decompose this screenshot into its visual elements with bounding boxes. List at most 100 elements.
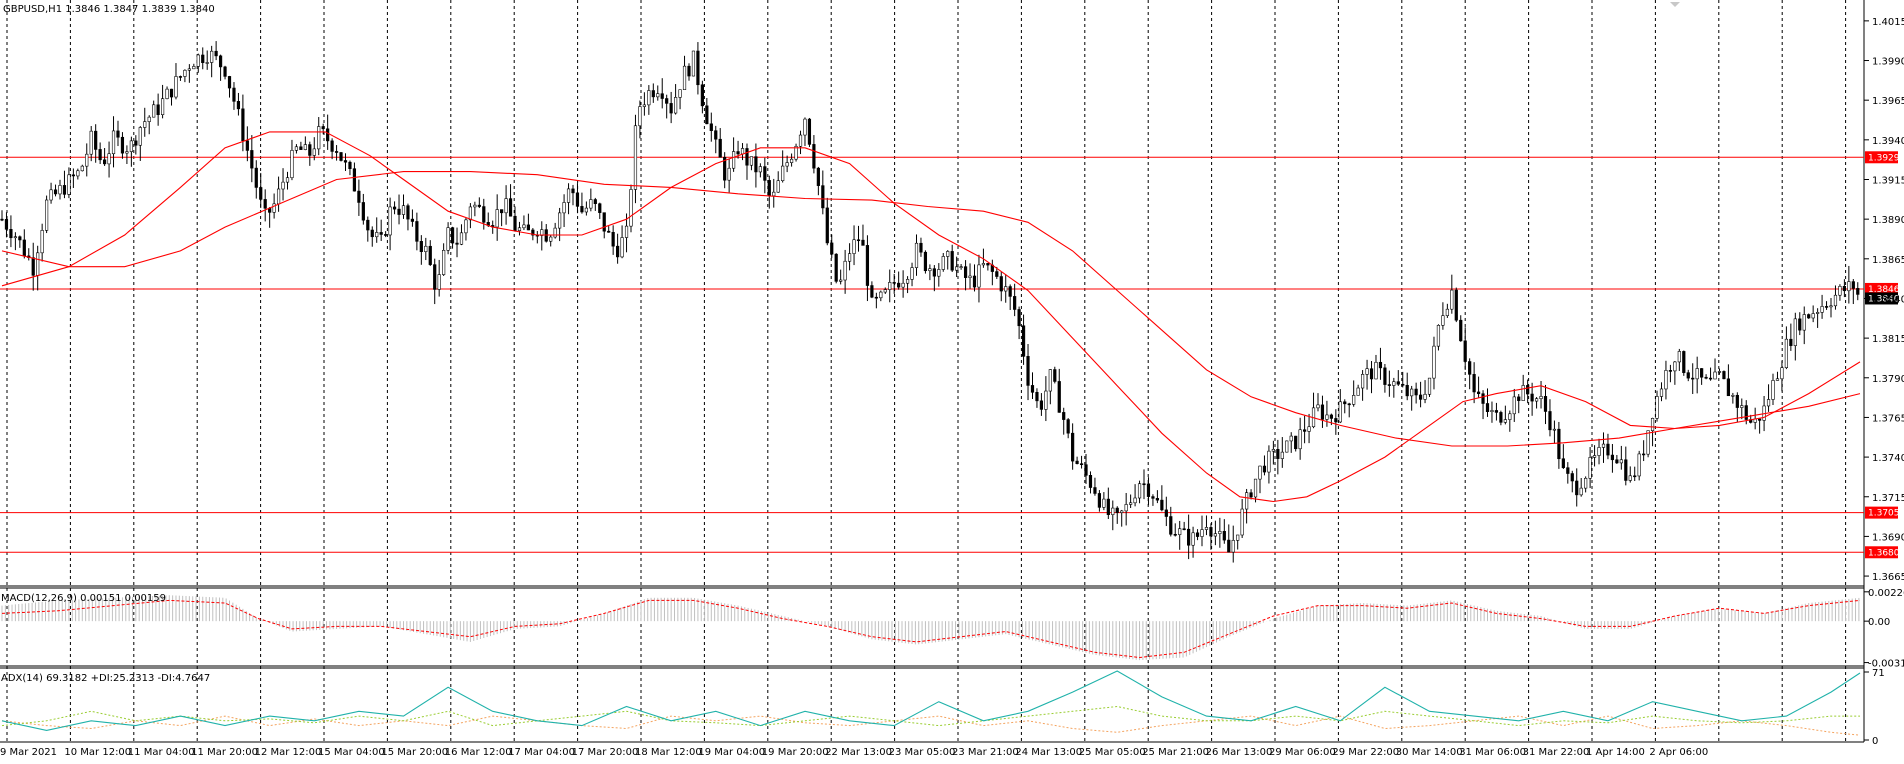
candle-body <box>1303 429 1307 432</box>
candle-body <box>326 128 330 142</box>
candle-body <box>950 251 954 271</box>
candle-body <box>250 150 254 169</box>
candle-body <box>1476 391 1481 395</box>
candle-body <box>1347 403 1351 406</box>
candle-body <box>1414 388 1418 396</box>
candle-body <box>531 229 535 236</box>
candle-body <box>1334 418 1338 423</box>
candle-body <box>901 282 905 288</box>
candle-body <box>905 279 910 284</box>
candle-body <box>339 152 343 161</box>
candle-body <box>152 104 156 118</box>
candle-body <box>1035 392 1039 402</box>
candle-body <box>1726 378 1731 397</box>
candle-body <box>1017 309 1021 327</box>
candle-body <box>370 229 374 238</box>
candle-body <box>143 121 147 128</box>
y-tick-label: 1.3840 <box>1872 294 1904 305</box>
candle-body <box>1053 369 1057 382</box>
candle-body <box>602 212 606 232</box>
adx-series <box>1 670 1861 736</box>
x-tick-label: 15 Mar 20:00 <box>381 747 448 758</box>
candle-body <box>1195 532 1200 537</box>
candle-body <box>1807 314 1811 319</box>
shift-marker-icon[interactable] <box>1670 2 1680 7</box>
candle-body <box>1178 528 1182 535</box>
candle-body <box>732 151 736 169</box>
candle-body <box>1075 460 1079 464</box>
candle-body <box>558 212 562 229</box>
candle-body <box>745 148 749 166</box>
candle-body <box>633 125 638 190</box>
candle-body <box>500 209 504 214</box>
candle-body <box>674 97 678 114</box>
moving-average-fast <box>1 131 1861 503</box>
candle-body <box>1369 368 1374 380</box>
candle-body <box>571 188 575 194</box>
candle-body <box>803 118 807 136</box>
candle-body <box>1262 465 1267 473</box>
candle-body <box>1191 532 1195 546</box>
candle-body <box>807 118 812 145</box>
candle-body <box>1673 361 1677 372</box>
candle-body <box>1200 529 1204 537</box>
candle-body <box>1708 377 1713 380</box>
candle-body <box>1624 459 1628 481</box>
minus-di-line <box>1 715 1861 736</box>
candle-body <box>1637 453 1641 477</box>
candle-body <box>1271 449 1275 452</box>
candle-body <box>1026 356 1030 386</box>
candle-body <box>789 158 794 163</box>
candle-body <box>129 140 133 152</box>
candle-body <box>968 275 972 278</box>
candle-body <box>40 230 44 254</box>
candle-body <box>98 149 102 161</box>
candle-body <box>620 237 624 258</box>
candle-body <box>1307 426 1311 432</box>
x-tick-label: 19 Mar 20:00 <box>762 747 829 758</box>
candle-body <box>169 88 174 98</box>
candle-body <box>1816 312 1820 314</box>
candle-body <box>103 159 107 165</box>
y-tick-label: 1.3915 <box>1872 175 1904 186</box>
candle-body <box>1401 383 1405 386</box>
candle-body <box>205 62 209 64</box>
candle-body <box>941 256 945 270</box>
candle-body <box>1213 533 1217 537</box>
candle-body <box>843 260 847 281</box>
candle-body <box>1079 463 1084 466</box>
adx-panel-title: ADX(14) 69.3182 +DI:25.2313 -DI:4.7647 <box>1 673 210 684</box>
x-tick-label: 11 Mar 04:00 <box>128 747 195 758</box>
candle-body <box>317 126 321 150</box>
candle-body <box>682 65 687 91</box>
candle-body <box>1740 405 1744 408</box>
candle-body <box>856 239 861 242</box>
level-price-label: 1.3680 <box>1868 548 1900 558</box>
candle-body <box>36 252 40 276</box>
candle-body <box>1151 496 1155 499</box>
candle-body <box>1771 380 1775 400</box>
candle-body <box>821 185 825 209</box>
candle-body <box>1356 387 1360 396</box>
candle-body <box>812 144 816 169</box>
candle-body <box>647 90 651 106</box>
candle-body <box>616 245 620 258</box>
candle-body <box>696 50 700 86</box>
candle-body <box>433 264 437 290</box>
candle-body <box>76 170 80 177</box>
candle-body <box>1856 288 1860 295</box>
candle-body <box>1691 377 1695 380</box>
candle-body <box>794 146 798 160</box>
candle-body <box>1129 502 1133 505</box>
candle-body <box>642 104 646 107</box>
candle-body <box>1133 497 1137 504</box>
candle-body <box>714 130 718 140</box>
candle-body <box>1383 367 1387 385</box>
candle-body <box>1445 308 1449 316</box>
candle-body <box>1343 401 1347 405</box>
candle-body <box>232 87 236 102</box>
candle-body <box>254 167 258 188</box>
level-price-label: 1.3929 <box>1868 153 1900 163</box>
